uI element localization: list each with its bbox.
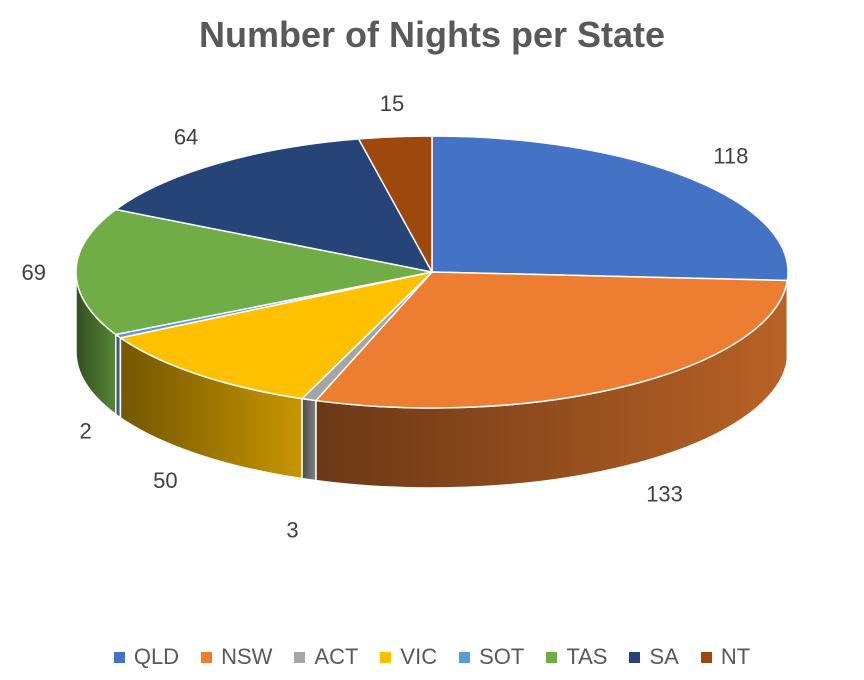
legend-swatch [294,651,306,663]
pie-tops [75,135,789,409]
legend-label: QLD [133,644,180,669]
legend-item-act: ACT [294,644,358,670]
data-label-nsw: 133 [646,481,683,506]
data-label-sot: 2 [79,419,91,444]
legend-label: NT [720,644,751,669]
legend-item-qld: QLD [113,644,180,670]
data-label-nt: 15 [380,91,404,116]
legend-swatch [700,651,712,663]
legend-label: SA [649,644,679,669]
legend: QLD NSW ACT VIC SOT TAS SA NT [0,644,864,670]
legend-label: VIC [400,644,438,669]
legend-label: NSW [221,644,273,669]
legend-item-vic: VIC [380,644,437,670]
data-label-act: 3 [286,518,298,543]
slice-nsw [315,271,789,409]
data-label-sa: 64 [174,125,198,150]
slice-tas [75,208,433,336]
legend-label: TAS [566,644,608,669]
legend-swatch [380,651,392,663]
legend-swatch [113,651,125,663]
legend-swatch [546,651,558,663]
legend-item-nsw: NSW [201,644,272,670]
legend-label: SOT [479,644,525,669]
data-labels: 118 133 3 50 2 69 64 15 [22,91,749,543]
slice-nt [357,135,433,273]
legend-item-nt: NT [700,644,751,670]
legend-item-sot: SOT [459,644,524,670]
chart-title: Number of Nights per State [198,14,666,55]
data-label-vic: 50 [153,468,177,493]
data-label-qld: 118 [713,144,748,169]
legend-swatch [629,651,641,663]
legend-item-tas: TAS [546,644,607,670]
slice-sa [115,138,433,273]
legend-item-sa: SA [629,644,679,670]
slice-qld [431,135,789,282]
slice-vic [119,271,433,400]
slice-side-act [301,397,317,482]
legend-swatch [459,651,471,663]
legend-swatch [201,651,213,663]
data-label-tas: 69 [22,260,46,285]
legend-label: ACT [314,644,359,669]
